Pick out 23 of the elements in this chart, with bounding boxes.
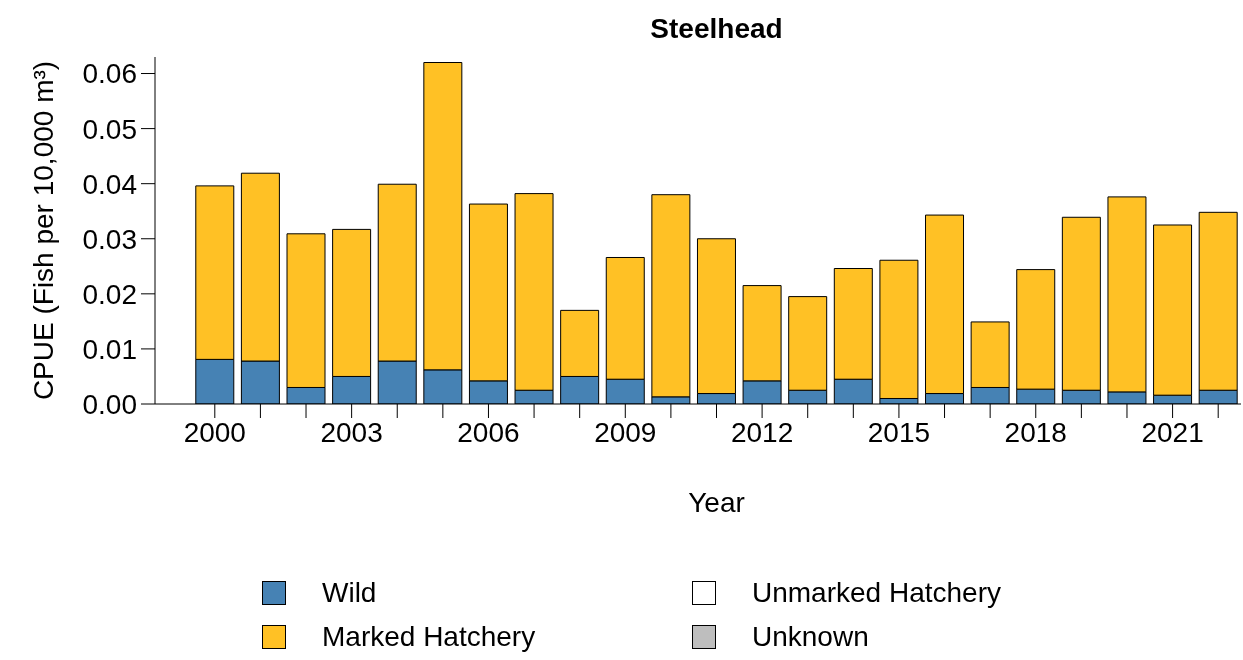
- legend-label: Unmarked Hatchery: [752, 577, 1001, 609]
- x-tick-label: 2003: [320, 416, 383, 448]
- y-tick-label: 0.04: [82, 168, 137, 200]
- y-tick-label: 0.02: [82, 278, 137, 310]
- y-axis-title: CPUE (Fish per 10,000 m³): [28, 60, 60, 401]
- x-tick-label: 2012: [730, 416, 794, 448]
- x-tick-label: 2015: [867, 416, 931, 448]
- x-tick-label: 2009: [594, 416, 657, 448]
- chart-title: Steelhead: [649, 12, 784, 46]
- y-tick-label: 0.06: [82, 58, 137, 90]
- x-tick-label: 2006: [457, 416, 520, 448]
- y-tick-label: 0.03: [82, 223, 137, 255]
- legend-label: Wild: [322, 577, 377, 609]
- x-tick-label: 2018: [1004, 416, 1067, 448]
- y-tick-label: 0.00: [82, 388, 137, 420]
- x-tick-label: 2021: [1141, 416, 1204, 448]
- legend-label: Marked Hatchery: [322, 621, 536, 653]
- legend-label: Unknown: [752, 621, 869, 653]
- x-tick-label: 2000: [183, 416, 246, 448]
- x-axis-title: Year: [688, 487, 745, 518]
- y-tick-label: 0.01: [82, 333, 137, 365]
- y-tick-label: 0.05: [82, 113, 137, 145]
- bar: [879, 259, 919, 399]
